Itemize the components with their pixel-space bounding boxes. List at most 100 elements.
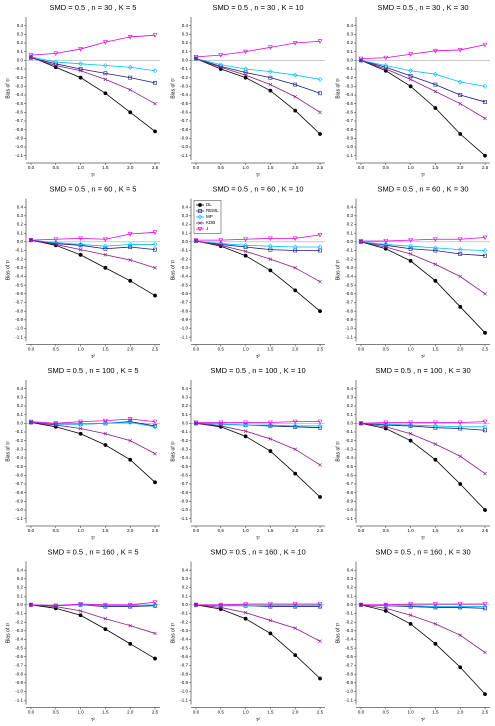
marker [457, 247, 463, 253]
y-tick-label: 0.3 [182, 576, 189, 581]
series-line [30, 34, 156, 56]
marker [152, 600, 158, 605]
marker [78, 609, 83, 613]
y-tick-label: -0.7 [180, 300, 188, 305]
marker [318, 279, 322, 284]
series-line [30, 422, 156, 483]
marker [458, 482, 463, 486]
marker [383, 421, 389, 427]
marker [458, 274, 463, 279]
y-axis-label: Bias of τ² [335, 78, 341, 99]
marker [193, 602, 199, 608]
x-tick-label: 2.5 [482, 165, 489, 170]
marker [268, 82, 273, 87]
marker [268, 257, 273, 261]
marker [127, 420, 133, 425]
marker [317, 419, 323, 425]
marker [103, 616, 108, 621]
marker [103, 253, 108, 257]
y-tick-label: 0.3 [17, 213, 24, 218]
y-tick-label: -0.9 [345, 680, 353, 685]
marker [317, 39, 323, 44]
marker [193, 420, 199, 426]
y-tick-label: 0.3 [182, 32, 189, 37]
marker [128, 75, 133, 80]
marker [243, 75, 248, 80]
marker [458, 304, 463, 309]
chart-title: SMD = 0.5 , n = 100 , K = 5 [47, 366, 138, 375]
marker [358, 57, 364, 63]
series-line [195, 58, 321, 80]
marker [482, 604, 488, 609]
series-line [360, 59, 486, 103]
series-line [360, 422, 486, 474]
x-tick-label: 2.0 [127, 165, 134, 170]
y-tick-label: -0.8 [15, 490, 23, 495]
marker [53, 603, 59, 609]
marker [433, 602, 438, 607]
marker [383, 602, 389, 608]
marker [482, 602, 488, 607]
y-tick-label: 0.0 [17, 239, 24, 244]
y-tick-label: 0.2 [347, 40, 354, 45]
y-tick-label: -0.5 [180, 282, 188, 287]
marker [198, 209, 202, 213]
legend-label: KDB [206, 220, 215, 225]
marker [78, 236, 83, 242]
marker [293, 447, 298, 452]
marker [78, 613, 83, 618]
marker [292, 602, 298, 607]
marker [383, 420, 389, 426]
series-line [360, 422, 486, 431]
y-axis-label: Bias of τ² [5, 623, 11, 644]
legend-label: DL [206, 202, 212, 207]
marker [218, 243, 223, 248]
x-tick-label: 0.0 [193, 165, 200, 170]
y-tick-label: -0.5 [180, 645, 188, 650]
x-tick-label: 0.5 [53, 710, 60, 715]
y-tick-label: -0.2 [345, 256, 353, 261]
y-tick-label: -1.1 [15, 516, 23, 521]
y-tick-label: -0.9 [180, 680, 188, 685]
x-tick-label: 2.5 [317, 710, 324, 715]
y-tick-label: -0.9 [180, 317, 188, 322]
marker [103, 91, 108, 96]
marker [433, 420, 438, 426]
marker [318, 639, 322, 644]
marker [408, 243, 414, 249]
y-tick-label: 0.3 [347, 213, 354, 218]
y-tick-label: -0.6 [180, 291, 188, 296]
x-tick-label: 2.5 [152, 165, 159, 170]
marker [383, 242, 389, 247]
marker [408, 258, 413, 263]
y-tick-label: -0.8 [345, 671, 353, 676]
y-tick-label: -1.0 [180, 326, 188, 331]
marker [293, 266, 298, 270]
legend-label: REML [206, 208, 219, 213]
marker [483, 153, 487, 158]
marker [318, 309, 322, 314]
marker [243, 610, 248, 615]
marker [153, 451, 157, 456]
y-tick-label: 0.3 [182, 213, 189, 218]
y-tick-label: -0.1 [345, 611, 353, 616]
marker [482, 424, 488, 430]
y-tick-label: 0.0 [182, 602, 189, 607]
y-tick-label: -0.9 [345, 317, 353, 322]
y-tick-label: 0.1 [347, 412, 354, 417]
marker [153, 480, 157, 485]
marker [383, 67, 388, 71]
y-tick-label: 0.4 [347, 567, 354, 572]
y-tick-label: 0.1 [17, 412, 24, 417]
x-axis-label: τ² [256, 354, 260, 360]
y-tick-label: -0.5 [15, 101, 23, 106]
y-tick-label: -0.3 [345, 628, 353, 633]
marker [103, 237, 108, 242]
marker [408, 84, 413, 89]
marker [433, 457, 438, 462]
y-tick-label: -0.6 [180, 110, 188, 115]
x-tick-label: 0.5 [53, 347, 60, 352]
y-axis-label: Bias of τ² [170, 260, 176, 281]
marker [218, 424, 223, 428]
y-tick-label: -0.6 [15, 473, 23, 478]
